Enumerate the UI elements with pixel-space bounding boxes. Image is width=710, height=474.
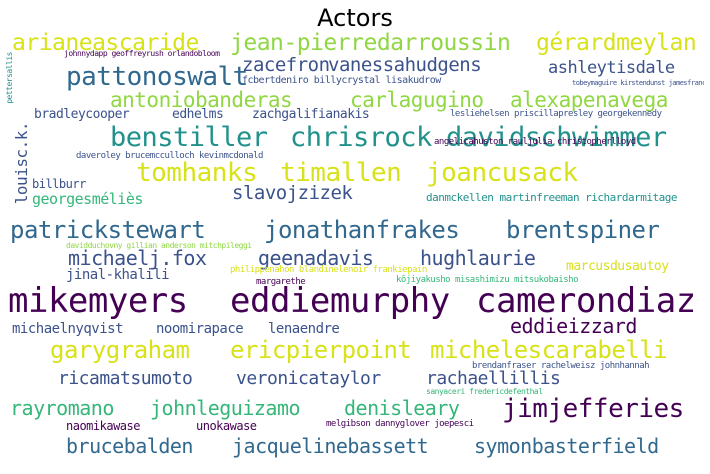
word-vanessahudgens: vanessahudgens xyxy=(328,54,482,76)
word-jimjefferies: jimjefferies xyxy=(502,394,684,424)
word-garygraham: garygraham xyxy=(50,336,190,364)
word-michelescarabelli: michelescarabelli xyxy=(430,336,668,364)
word-carlagugino: carlagugino xyxy=(350,88,484,112)
word-tomhanks: tomhanks xyxy=(136,158,258,188)
word-brentspiner: brentspiner xyxy=(506,216,660,244)
word-sanyaceri: davidduchovny gillian anderson mitchpile… xyxy=(66,241,252,250)
word-rayromano: rayromano xyxy=(10,396,114,420)
word-pettersallis: pettersallis xyxy=(6,52,14,104)
word-ricamatsumoto: ricamatsumoto xyxy=(58,368,193,389)
word-melgibson: melgibson dannyglover joepesci xyxy=(326,419,474,429)
word-pattonoswalt: pattonoswalt xyxy=(66,62,248,92)
word-edhelms: edhelms xyxy=(172,107,224,122)
word-gerardmeylan: gérardmeylan xyxy=(536,30,697,56)
word-arianeascaride: arianeascaride xyxy=(12,30,199,56)
word-louisck: louisc.k. xyxy=(12,122,31,205)
word-davidduchovny: sanyaceri fredericdefenthal xyxy=(426,387,543,396)
word-symonbasterfield: symonbasterfield xyxy=(474,434,659,458)
word-marcusdusautoy: marcusdusautoy xyxy=(566,259,669,274)
word-group-leslie: lesliehelsen priscillapresley georgekenn… xyxy=(450,109,662,119)
word-bradleycooper: bradleycooper xyxy=(34,107,130,122)
word-billburr: billburr xyxy=(32,177,86,191)
word-slavojzizek: slavojzizek xyxy=(232,182,353,204)
word-ashleytisdale: ashleytisdale xyxy=(548,58,675,78)
word-cloud: arianeascaride jean-pierredarroussin gér… xyxy=(6,30,704,470)
word-rachaellillis: rachaellillis xyxy=(426,368,561,389)
word-michaeljfox: michaelj.fox xyxy=(68,246,207,270)
word-unokawase: unokawase xyxy=(196,419,257,433)
word-camerondiaz: camerondiaz xyxy=(476,281,696,321)
word-group-angelica: angelicahuston rauljulia christopherlloy… xyxy=(434,137,636,147)
word-joancusack: joancusack xyxy=(426,158,578,188)
word-davidschwimmer: davidschwimmer xyxy=(446,122,667,153)
word-alexapenavega: alexapenavega xyxy=(510,88,668,112)
word-group-dave: daveroley brucemcculloch kevinmcdonald xyxy=(76,151,263,161)
word-chrisrock: chrisrock xyxy=(290,122,432,153)
word-jacquelinebassett: jacquelinebassett xyxy=(232,434,429,458)
word-zachgalifianakis: zachgalifianakis xyxy=(252,107,370,122)
word-jinal-khalili: jinal-khalili xyxy=(66,267,170,283)
word-antoniobanderas: antoniobanderas xyxy=(110,88,293,112)
word-zacefron: zacefron xyxy=(242,54,330,76)
word-mikemyers: mikemyers xyxy=(8,281,188,321)
chart-title: Actors xyxy=(317,4,393,32)
word-patrickstewart: patrickstewart xyxy=(10,216,206,244)
word-jean-pierredarroussin: jean-pierredarroussin xyxy=(230,30,511,56)
word-brucebalden: brucebalden xyxy=(66,434,193,458)
word-michaelnyqvist: michaelnyqvist xyxy=(12,321,124,337)
word-hughlaurie: hughlaurie xyxy=(420,246,536,270)
word-philippenahon: philippenahon blandinelenoir frankiepain xyxy=(230,265,427,275)
word-timallen: timallen xyxy=(280,158,402,188)
word-ericpierpoint: ericpierpoint xyxy=(230,336,412,364)
word-group-tobey: tobeymaguire kirstendunst jamesfranco xyxy=(572,79,704,87)
word-naomikawase: naomikawase xyxy=(66,419,140,433)
word-noomirapace: noomirapace xyxy=(156,321,244,337)
word-jonathanfrakes: jonathanfrakes xyxy=(264,216,460,244)
word-group-small: johnnydapp geoffreyrush orlandobloom xyxy=(64,49,220,58)
word-group-ian: danmckellen martinfreeman richardarmitag… xyxy=(426,191,678,204)
word-johnleguizamo: johnleguizamo xyxy=(150,396,301,420)
word-veronicataylor: veronicataylor xyxy=(236,368,381,389)
word-margarethe: margarethe xyxy=(256,277,306,287)
word-eddieizzard: eddieizzard xyxy=(510,314,637,338)
word-geenadavis: geenadavis xyxy=(258,246,374,270)
word-georgesmelies: georgesméliès xyxy=(32,190,143,208)
word-benstiller: benstiller xyxy=(110,122,268,153)
word-koji: kôjiyakusho misashimizu mitsukobaisho xyxy=(396,275,578,285)
word-group-robert: fcbertdeniro billycrystal lisakudrow xyxy=(242,75,441,86)
word-eddiemurphy: eddiemurphy xyxy=(230,281,450,321)
word-lenaendre: lenaendre xyxy=(268,321,340,337)
word-denisleary: denisleary xyxy=(344,396,460,420)
word-brendanfraser: brendanfraser rachelweisz johnhannah xyxy=(472,361,650,371)
